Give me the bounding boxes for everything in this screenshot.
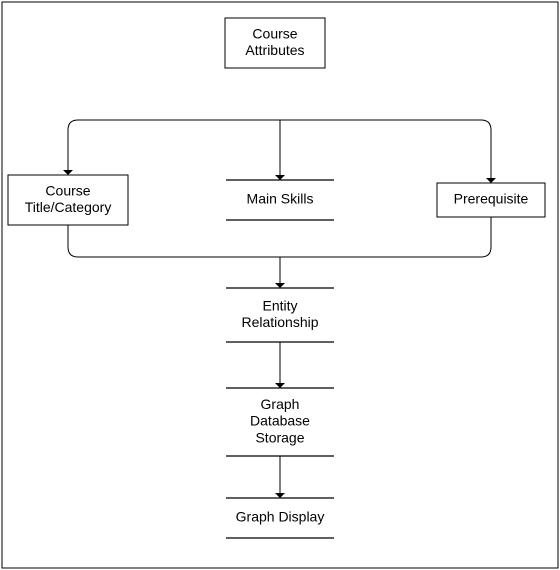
arrowhead-prerequisite <box>486 178 496 183</box>
arrowhead-graph-db-storage <box>275 383 285 388</box>
arrowhead-entity-relationship <box>275 283 285 288</box>
node-label-main-skills-line0: Main Skills <box>247 191 314 207</box>
node-main-skills: Main Skills <box>226 180 334 220</box>
node-label-prerequisite-line0: Prerequisite <box>454 191 529 207</box>
node-label-graph-db-storage-line1: Database <box>250 413 310 429</box>
node-graph-db-storage: GraphDatabaseStorage <box>226 388 334 456</box>
node-label-entity-relationship-line0: Entity <box>262 297 297 313</box>
node-label-entity-relationship-line1: Relationship <box>241 314 318 330</box>
arrowhead-main-skills <box>275 175 285 180</box>
node-label-course-title-category-line0: Course <box>45 182 90 198</box>
node-course-title-category: CourseTitle/Category <box>8 175 128 225</box>
connector-e-bottom-bracket <box>68 217 491 257</box>
node-label-course-attributes-line0: Course <box>252 25 297 41</box>
node-prerequisite: Prerequisite <box>437 183 545 217</box>
node-label-graph-display-line0: Graph Display <box>236 509 325 525</box>
arrowhead-graph-display <box>275 493 285 498</box>
arrowhead-course-title-category <box>63 170 73 175</box>
node-graph-display: Graph Display <box>226 498 334 538</box>
node-entity-relationship: EntityRelationship <box>226 288 334 342</box>
node-label-course-attributes-line1: Attributes <box>245 42 304 58</box>
node-label-graph-db-storage-line2: Storage <box>255 430 304 446</box>
node-course-attributes: CourseAttributes <box>225 18 325 68</box>
flowchart-canvas: CourseAttributesCourseTitle/CategoryMain… <box>0 0 560 570</box>
node-label-course-title-category-line1: Title/Category <box>25 199 112 215</box>
node-label-graph-db-storage-line0: Graph <box>261 396 300 412</box>
